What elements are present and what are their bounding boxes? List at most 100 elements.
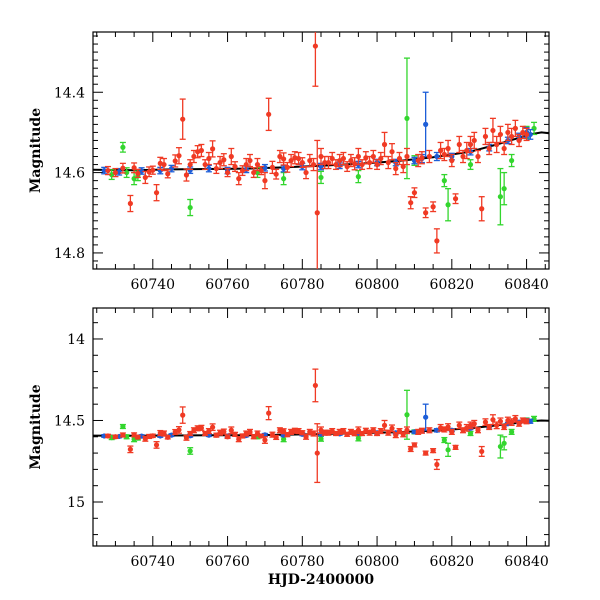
x-tick-label: 60760 (205, 554, 250, 570)
red-data-point (213, 432, 219, 438)
green-data-point (318, 174, 324, 181)
red-data-point (467, 141, 474, 148)
red-data-point (479, 448, 485, 455)
red-data-point (322, 430, 328, 436)
x-tick-label: 60840 (504, 554, 549, 570)
red-data-point (112, 434, 119, 440)
red-data-point (176, 427, 182, 433)
red-data-point (400, 431, 406, 437)
red-data-point (318, 153, 324, 160)
red-data-point (389, 425, 395, 431)
red-data-point (142, 174, 148, 181)
y-tick-label: 14.4 (54, 85, 85, 101)
red-data-point (176, 153, 182, 159)
green-data-point (120, 144, 126, 150)
red-data-point (505, 129, 511, 136)
red-data-point (221, 157, 227, 163)
red-data-point (426, 153, 432, 160)
red-data-point (370, 153, 376, 160)
red-data-point (243, 161, 249, 168)
red-data-point (456, 141, 462, 148)
red-data-point (452, 196, 459, 202)
red-data-point (247, 157, 253, 164)
blue-data-point (527, 418, 533, 424)
red-data-point (224, 169, 231, 176)
red-data-point (161, 161, 167, 168)
red-data-point (404, 427, 410, 433)
red-data-point (254, 161, 261, 168)
red-data-point (423, 210, 429, 216)
x-tick-label: 60740 (131, 277, 176, 293)
green-data-point (120, 423, 126, 430)
green-data-point (187, 204, 193, 211)
red-data-point (509, 133, 515, 140)
red-data-point (150, 167, 156, 173)
green-data-point (441, 437, 447, 443)
red-data-point (153, 190, 160, 196)
x-tick-label: 60800 (355, 277, 400, 293)
red-data-point (269, 164, 276, 170)
y-tick-label: 14.8 (54, 246, 85, 262)
red-data-point (426, 427, 432, 433)
red-data-point (284, 164, 290, 170)
blue-data-point (318, 163, 324, 170)
red-data-point (445, 424, 451, 430)
red-data-point (434, 461, 440, 468)
red-data-point (452, 444, 459, 450)
red-data-point (378, 155, 384, 162)
red-data-point (340, 155, 347, 162)
red-data-point (385, 159, 391, 166)
red-data-point (501, 145, 507, 152)
red-data-point (187, 161, 193, 168)
red-data-point (221, 428, 227, 435)
green-data-point (501, 440, 507, 446)
y-tick-label: 14 (67, 332, 85, 348)
red-data-point (258, 167, 264, 174)
red-data-point (490, 417, 496, 423)
red-data-point (486, 145, 492, 152)
x-tick-label: 60760 (205, 277, 250, 293)
red-data-point (183, 172, 190, 178)
red-data-point (374, 430, 380, 437)
x-tick-label: 60820 (430, 277, 475, 293)
red-data-point (165, 434, 171, 440)
red-data-point (404, 153, 410, 160)
red-data-point (105, 167, 111, 174)
red-data-point (512, 125, 518, 132)
red-data-point (445, 145, 451, 152)
red-data-point (471, 137, 477, 144)
red-data-point (523, 131, 530, 138)
red-data-point (348, 157, 354, 164)
red-data-point (475, 427, 481, 433)
red-data-point (378, 428, 384, 434)
red-data-point (281, 156, 287, 162)
red-data-point (486, 424, 492, 430)
red-data-point (494, 141, 500, 148)
red-data-point (295, 155, 302, 162)
x-tick-label: 60740 (131, 554, 176, 570)
red-data-point (224, 434, 231, 440)
blue-data-point (101, 167, 107, 174)
red-data-point (449, 157, 455, 164)
red-data-point (441, 151, 447, 158)
red-data-point (180, 412, 186, 418)
x-tick-label: 60820 (430, 554, 475, 570)
red-data-point (460, 153, 466, 160)
green-data-point (497, 194, 504, 200)
red-data-point (490, 127, 496, 134)
red-data-point (273, 171, 279, 177)
red-data-point (381, 141, 388, 148)
red-data-point (494, 422, 500, 428)
red-data-point (344, 163, 350, 170)
red-data-point (292, 428, 298, 434)
red-data-point (105, 433, 111, 439)
red-data-point (430, 448, 436, 454)
green-data-point (467, 430, 474, 437)
red-data-point (120, 165, 126, 171)
blue-data-point (527, 131, 533, 138)
green-data-point (187, 448, 193, 454)
red-data-point (135, 434, 141, 440)
y-axis-title: Magnitude (28, 384, 44, 469)
red-data-point (183, 435, 190, 441)
red-data-point (112, 169, 119, 176)
